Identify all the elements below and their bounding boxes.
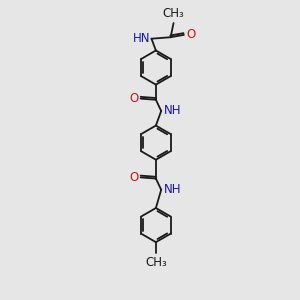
- Text: NH: NH: [164, 183, 182, 196]
- Text: O: O: [186, 28, 196, 41]
- Text: O: O: [129, 171, 138, 184]
- Text: HN: HN: [133, 32, 150, 45]
- Text: NH: NH: [164, 104, 182, 118]
- Text: CH₃: CH₃: [163, 7, 184, 20]
- Text: O: O: [129, 92, 138, 105]
- Text: CH₃: CH₃: [145, 256, 167, 269]
